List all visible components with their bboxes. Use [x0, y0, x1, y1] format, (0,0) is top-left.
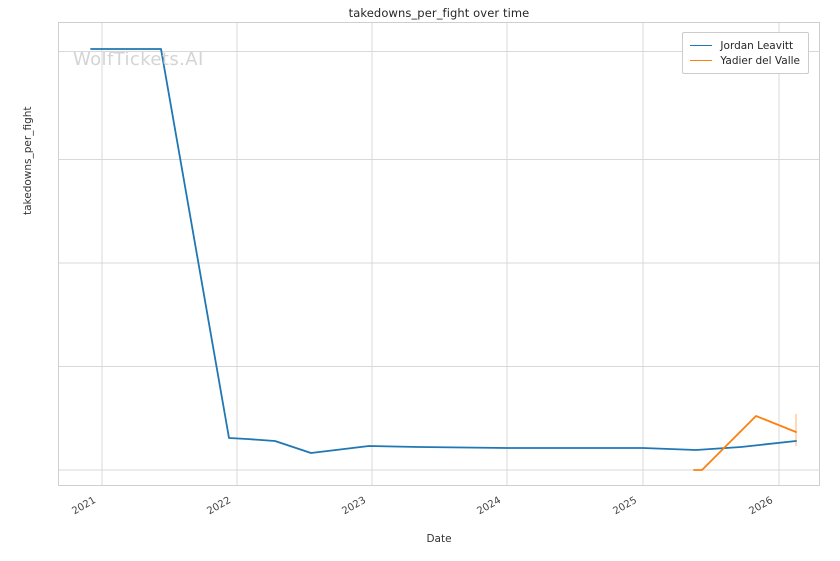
series-line-jordan-leavitt: [90, 48, 797, 454]
xtick-label-2021: 2021: [70, 495, 98, 518]
xtick-label-2023: 2023: [340, 495, 368, 518]
xtick-label-2026: 2026: [747, 495, 775, 518]
legend: Jordan Leavitt Yadier del Valle: [682, 32, 809, 74]
chart-title: takedowns_per_fight over time: [348, 6, 530, 20]
xtick-label-2024: 2024: [475, 495, 503, 518]
legend-swatch-icon: [690, 60, 713, 61]
xtick-label-2022: 2022: [205, 495, 233, 518]
legend-item-yadier-del-valle[interactable]: Yadier del Valle: [690, 53, 800, 68]
legend-label: Yadier del Valle: [720, 54, 800, 67]
watermark: WolfTickets.AI: [73, 49, 204, 70]
xtick-label-2025: 2025: [611, 495, 639, 518]
y-gridlines: [59, 51, 819, 471]
x-axis-label: Date: [426, 533, 452, 545]
plot-canvas: [59, 23, 819, 485]
y-axis-label: takedowns_per_fight: [22, 106, 34, 215]
plot-area: takedowns_per_fight: [22, 22, 820, 517]
legend-label: Jordan Leavitt: [720, 39, 794, 52]
legend-item-jordan-leavitt[interactable]: Jordan Leavitt: [690, 38, 800, 53]
legend-swatch-icon: [690, 45, 713, 46]
x-gridlines: [101, 23, 780, 485]
series-line-yadier-del-valle: [693, 415, 797, 471]
